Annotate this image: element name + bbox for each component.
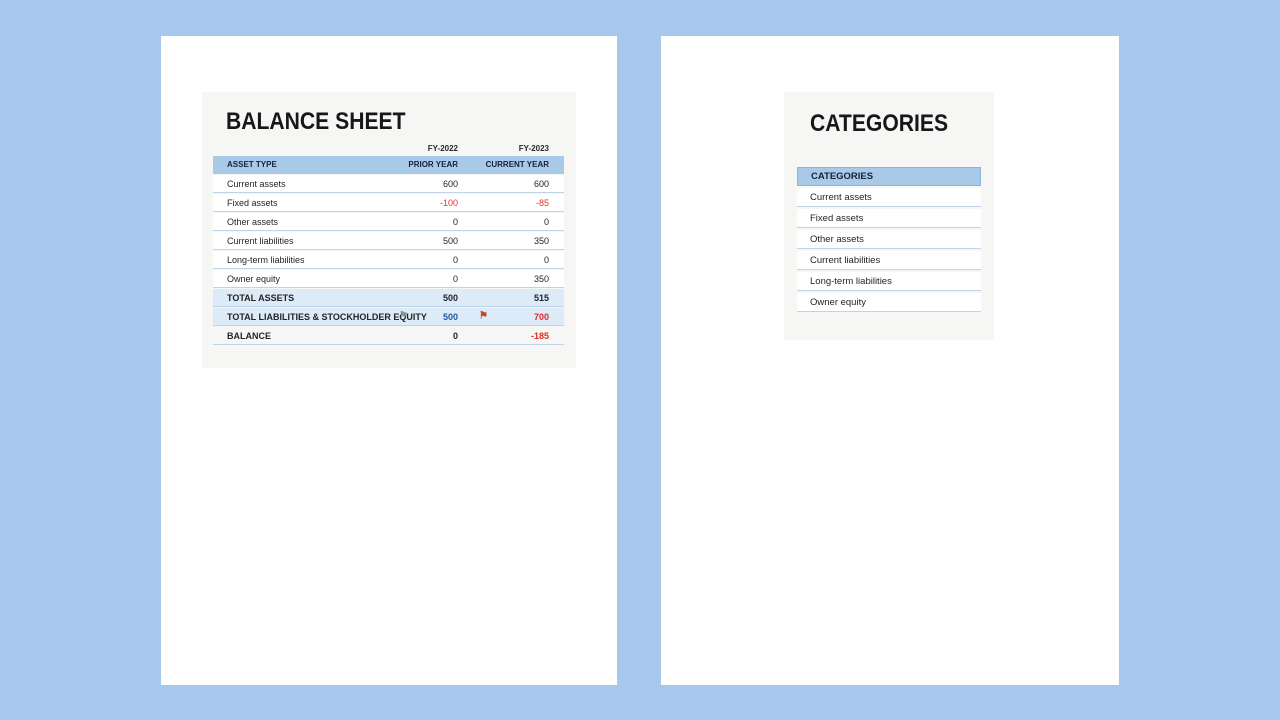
row-current-value: ⚑ 700 [479,310,549,322]
col-header-current-year: CURRENT YEAR [485,160,549,169]
table-row: Fixed assets -100 -85 [213,194,564,212]
row-label: Current liabilities [227,235,294,246]
red-flag-icon: ⚑ [479,310,488,322]
list-item: Long-term liabilities [797,272,981,291]
row-label: Other assets [227,216,279,227]
gray-flag-icon: ⚑ [399,310,408,322]
row-prior-value: 0 [452,254,458,265]
balance-sheet-title: BALANCE SHEET [226,108,406,135]
table-row: Long-term liabilities 0 0 [213,251,564,269]
fy-prior-label: FY-2022 [427,143,458,153]
categories-page: CATEGORIES CATEGORIES Current assets Fix… [661,36,1119,685]
row-current-value: 350 [533,235,549,246]
row-prior-value: ⚑ 500 [399,310,458,322]
row-label: Long-term liabilities [227,254,305,265]
row-label: TOTAL ASSETS [227,292,295,303]
row-current-value: 0 [543,216,549,227]
row-current-value: 600 [533,178,549,189]
row-prior-value: 0 [452,330,458,341]
row-label: Owner equity [227,273,281,284]
total-liabilities-row: TOTAL LIABILITIES & STOCKHOLDER EQUITY ⚑… [213,308,564,326]
row-current-value: 350 [533,273,549,284]
list-item: Owner equity [797,293,981,312]
balance-row: BALANCE 0 -185 [213,327,564,345]
table-row: Other assets 0 0 [213,213,564,231]
row-current-value: -85 [535,197,549,208]
row-prior-value: 0 [452,273,458,284]
row-prior-value: 600 [442,178,458,189]
row-prior-value: 500 [442,235,458,246]
table-row: Current liabilities 500 350 [213,232,564,250]
table-header-row: ASSET TYPE PRIOR YEAR CURRENT YEAR [213,156,564,174]
total-assets-row: TOTAL ASSETS 500 515 [213,289,564,307]
row-prior-value: 500 [442,292,458,303]
table-row: Current assets 600 600 [213,175,564,193]
balance-sheet-table: FY-2022 FY-2023 ASSET TYPE PRIOR YEAR CU… [213,140,564,346]
list-item: Current assets [797,188,981,207]
row-label: Current assets [227,178,286,189]
categories-list-header: CATEGORIES [797,167,981,186]
list-item: Current liabilities [797,251,981,270]
row-label: BALANCE [227,330,271,341]
col-header-asset-type: ASSET TYPE [227,160,277,169]
row-label: TOTAL LIABILITIES & STOCKHOLDER EQUITY [227,311,427,322]
balance-sheet-page: BALANCE SHEET FY-2022 FY-2023 ASSET TYPE… [161,36,617,685]
row-current-value: 0 [543,254,549,265]
row-label: Fixed assets [227,197,278,208]
table-row: Owner equity 0 350 [213,270,564,288]
list-item: Fixed assets [797,209,981,228]
row-current-value: 515 [533,292,549,303]
categories-title: CATEGORIES [810,110,949,137]
categories-card: CATEGORIES CATEGORIES Current assets Fix… [784,92,994,340]
row-prior-value: -100 [439,197,458,208]
row-prior-value: 0 [452,216,458,227]
fiscal-year-label-row: FY-2022 FY-2023 [213,140,564,156]
balance-sheet-card: BALANCE SHEET FY-2022 FY-2023 ASSET TYPE… [202,92,576,368]
row-current-value: -185 [530,330,549,341]
col-header-prior-year: PRIOR YEAR [408,160,458,169]
list-item: Other assets [797,230,981,249]
categories-list: CATEGORIES Current assets Fixed assets O… [797,167,981,314]
fy-current-label: FY-2023 [518,143,549,153]
